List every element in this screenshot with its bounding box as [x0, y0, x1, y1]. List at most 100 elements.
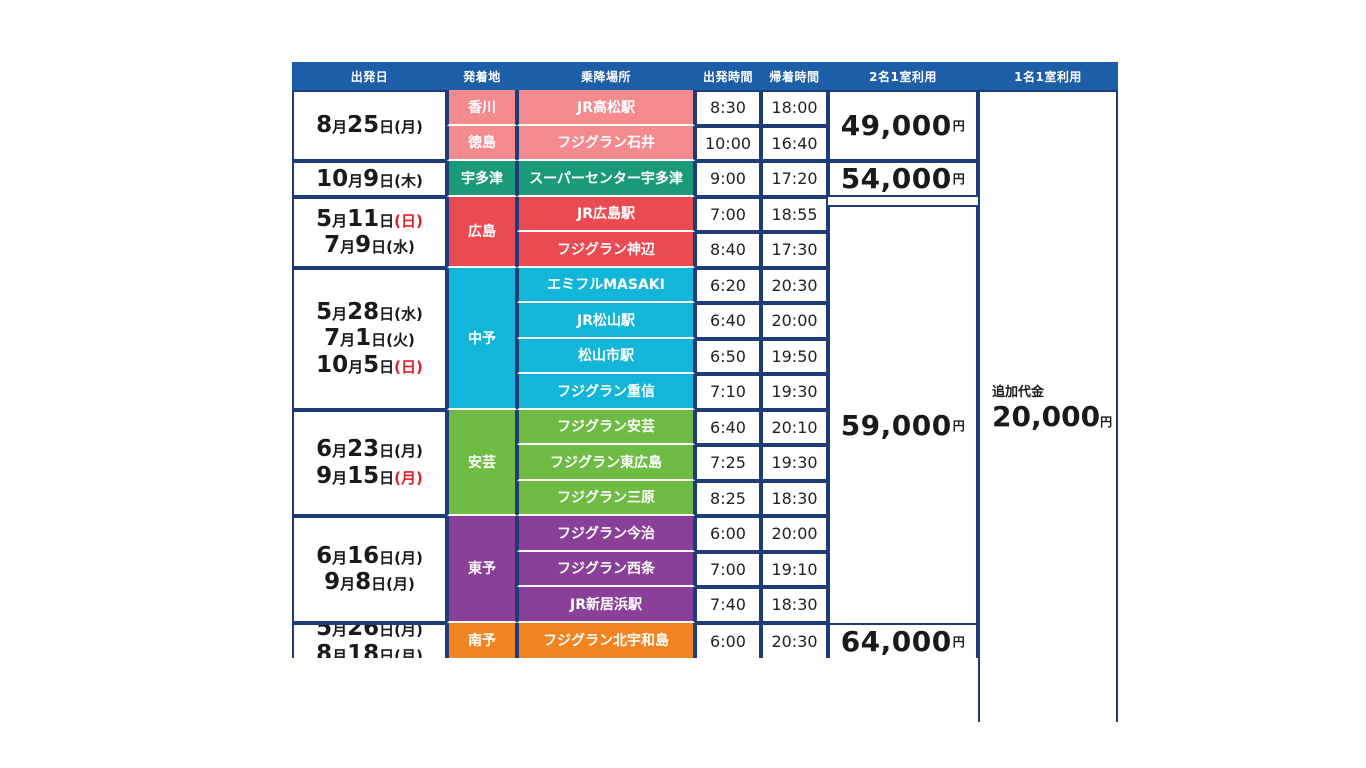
departure-date: 5月11日(日) — [316, 205, 423, 232]
header-date: 出発日 — [292, 62, 447, 90]
departure-date: 9月15日(月) — [316, 462, 423, 489]
region-label: 徳島 — [447, 125, 517, 161]
return-time: 17:30 — [761, 232, 828, 268]
boarding-place: JR高松駅 — [517, 90, 695, 126]
region-label: 香川 — [447, 90, 517, 126]
price-amount: 54,000 — [840, 162, 952, 196]
depart-time: 6:50 — [695, 338, 761, 374]
boarding-place: フジグラン北宇和島 — [517, 622, 695, 658]
boarding-place: フジグラン重信 — [517, 374, 695, 410]
depart-time: 6:00 — [695, 516, 761, 552]
price-amount: 49,000 — [840, 109, 952, 142]
boarding-place: JR新居浜駅 — [517, 587, 695, 623]
return-time: 20:30 — [761, 622, 828, 658]
boarding-place: フジグラン石井 — [517, 125, 695, 161]
return-time: 19:30 — [761, 374, 828, 410]
weekday: (日) — [394, 211, 423, 230]
header-place: 乗降場所 — [517, 62, 695, 90]
price-amount: 64,000 — [840, 624, 952, 658]
header-twin-price: 2名1室利用 — [828, 62, 978, 90]
depart-time: 7:00 — [695, 551, 761, 587]
weekday: (日) — [394, 357, 423, 376]
departure-date: 8月18日(月) — [316, 641, 423, 658]
departure-date-cell: 6月23日(月) 9月15日(月) — [292, 409, 447, 516]
depart-time: 7:40 — [695, 587, 761, 623]
extra-fee-label: 追加代金 — [992, 385, 1045, 400]
weekday: (火) — [386, 331, 415, 350]
return-time: 18:55 — [761, 196, 828, 232]
return-time: 20:10 — [761, 409, 828, 445]
boarding-place: 松山市駅 — [517, 338, 695, 374]
departure-date: 6月23日(月) — [316, 436, 423, 463]
depart-time: 10:00 — [695, 125, 761, 161]
weekday: (月) — [394, 468, 423, 487]
boarding-place: フジグラン三原 — [517, 480, 695, 516]
region-label: 広島 — [447, 196, 517, 268]
departure-date: 5月28日(水) — [316, 298, 423, 325]
depart-time: 6:40 — [695, 409, 761, 445]
depart-time: 6:40 — [695, 303, 761, 339]
departure-date-cell: 5月11日(日) 7月9日(水) — [292, 196, 447, 268]
departure-date: 10月9日(木) — [316, 165, 423, 192]
return-time: 19:30 — [761, 445, 828, 481]
region-label: 中予 — [447, 267, 517, 410]
departure-date: 7月9日(水) — [324, 232, 415, 258]
weekday: (木) — [394, 171, 423, 190]
boarding-place: フジグラン安芸 — [517, 409, 695, 445]
header-area: 発着地 — [447, 62, 517, 90]
boarding-place: フジグラン東広島 — [517, 445, 695, 481]
return-time: 20:00 — [761, 303, 828, 339]
return-time: 18:00 — [761, 90, 828, 126]
departure-date: 6月16日(月) — [316, 542, 423, 569]
return-time: 20:30 — [761, 267, 828, 303]
price-twin: 64,000 円 — [828, 622, 978, 658]
departure-date-cell: 5月28日(水) 7月1日(火) 10月5日(日) — [292, 267, 447, 410]
return-time: 20:00 — [761, 516, 828, 552]
return-time: 19:50 — [761, 338, 828, 374]
region-label: 南予 — [447, 622, 517, 658]
departure-date-cell: 10月9日(木) — [292, 161, 447, 197]
depart-time: 9:00 — [695, 161, 761, 197]
header-single-price: 1名1室利用 — [978, 62, 1118, 90]
weekday: (月) — [394, 548, 423, 567]
departure-date: 7月1日(火) — [324, 325, 415, 352]
return-time: 18:30 — [761, 587, 828, 623]
price-shared: 59,000 円 — [828, 205, 978, 646]
weekday: (水) — [386, 238, 415, 256]
depart-time: 8:40 — [695, 232, 761, 268]
boarding-place: JR広島駅 — [517, 196, 695, 232]
weekday: (水) — [394, 304, 423, 323]
return-time: 18:30 — [761, 480, 828, 516]
departure-date: 9月8日(月) — [324, 569, 415, 596]
depart-time: 7:00 — [695, 196, 761, 232]
extra-fee-amount: 20,000 — [992, 400, 1101, 433]
tour-schedule-table: 出発日 発着地 乗降場所 出発時間 帰着時間 2名1室利用 1名1室利用 追加代… — [292, 62, 1118, 722]
depart-time: 7:25 — [695, 445, 761, 481]
weekday: (月) — [394, 622, 423, 639]
depart-time: 6:00 — [695, 622, 761, 658]
depart-time: 7:10 — [695, 374, 761, 410]
region-label: 安芸 — [447, 409, 517, 516]
boarding-place: フジグラン今治 — [517, 516, 695, 552]
return-time: 19:10 — [761, 551, 828, 587]
region-label: 東予 — [447, 516, 517, 623]
price-twin: 54,000 円 — [828, 161, 978, 197]
departure-date-cell: 6月16日(月) 9月8日(月) — [292, 516, 447, 623]
boarding-place: JR松山駅 — [517, 303, 695, 339]
region-label: 宇多津 — [447, 161, 517, 197]
header-return-time: 帰着時間 — [761, 62, 828, 90]
departure-date: 5月26日(月) — [316, 622, 423, 641]
depart-time: 8:30 — [695, 90, 761, 126]
boarding-place: フジグラン西条 — [517, 551, 695, 587]
boarding-place: エミフルMASAKI — [517, 267, 695, 303]
return-time: 16:40 — [761, 125, 828, 161]
departure-date-cell: 5月26日(月) 8月18日(月) — [292, 622, 447, 658]
header-depart-time: 出発時間 — [695, 62, 761, 90]
weekday: (月) — [386, 575, 415, 594]
weekday: (月) — [394, 442, 423, 461]
boarding-place: スーパーセンター宇多津 — [517, 161, 695, 197]
boarding-place: フジグラン神辺 — [517, 232, 695, 268]
return-time: 17:20 — [761, 161, 828, 197]
weekday: (月) — [394, 118, 423, 137]
weekday: (月) — [394, 647, 423, 658]
